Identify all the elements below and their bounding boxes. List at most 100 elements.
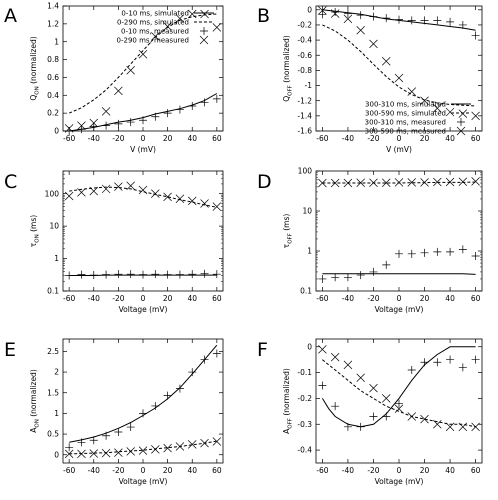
plus-marker — [77, 270, 86, 279]
x-tick-label: -20 — [112, 466, 124, 475]
x-tick-label: 60 — [212, 294, 222, 303]
legend-plus-marker — [200, 27, 208, 35]
cross-marker — [381, 178, 391, 187]
plus-marker — [407, 249, 416, 258]
simulated-solid-line — [321, 346, 476, 428]
plus-marker — [395, 15, 403, 24]
plus-marker — [331, 273, 340, 282]
legend-entry-label: 300-310 ms, simulated — [365, 101, 446, 109]
series-dashed — [69, 440, 217, 455]
plus-marker — [356, 11, 365, 20]
series-cross — [318, 177, 480, 188]
y-tick-label: -0.4 — [297, 36, 312, 45]
y-tick-label: 0.8 — [47, 55, 59, 64]
plus-marker — [407, 16, 416, 25]
y-tick-label: -1.2 — [297, 96, 312, 105]
plus-marker — [446, 17, 455, 26]
y-tick-label: 10 — [302, 207, 312, 216]
x-tick-label: 0 — [397, 466, 402, 475]
cross-marker — [200, 438, 209, 448]
x-tick-label: -40 — [342, 134, 354, 143]
cross-marker — [212, 437, 222, 446]
panel-b: B -60 -40 -20 0 20 40 60 0 -0.2 -0.4 -0.6 -0.8 -1 -1.2… — [257, 5, 483, 154]
y-tick-label: 0.1 — [47, 287, 59, 296]
plus-marker — [433, 358, 442, 367]
cross-marker — [175, 14, 185, 23]
y-axis-label: τON (ms) — [29, 215, 41, 247]
panel-d: D -60 -40 -20 0 20 40 60 0.1 1 10 100 Voltage (mV) τO… — [257, 167, 483, 314]
cross-marker — [114, 182, 123, 191]
x-tick-label: -20 — [112, 134, 124, 143]
cross-marker — [330, 352, 340, 362]
cross-marker — [330, 178, 340, 188]
cross-marker — [318, 345, 327, 354]
cross-marker — [138, 446, 148, 455]
y-tick-label: 0.4 — [47, 91, 59, 100]
cross-marker — [407, 87, 417, 96]
x-tick-label: -20 — [112, 294, 124, 303]
cross-marker — [420, 96, 429, 105]
x-tick-label: 20 — [163, 466, 173, 475]
y-tick-label: -1 — [305, 81, 313, 90]
series-dashed — [322, 359, 476, 428]
x-axis-label: Voltage (mV) — [119, 305, 168, 314]
x-tick-label: 0 — [141, 134, 146, 143]
y-tick-label: 100 — [45, 189, 60, 198]
plus-marker — [420, 358, 429, 367]
x-tick-label: -40 — [342, 466, 354, 475]
cross-marker — [175, 442, 185, 451]
plus-marker — [369, 267, 378, 276]
plus-marker — [212, 94, 221, 103]
x-tick-label: 40 — [187, 134, 197, 143]
cross-marker — [471, 422, 480, 432]
y-tick-label: 10 — [49, 222, 59, 231]
y-tick-label: 1.5 — [47, 388, 59, 397]
panel-letter: B — [257, 5, 270, 27]
plus-marker — [212, 270, 221, 279]
cross-marker — [89, 186, 99, 196]
legend-entry-label: 0-290 ms, simulated — [117, 19, 189, 27]
plus-marker — [343, 422, 352, 431]
simulated-dashed-line — [322, 24, 476, 107]
plus-marker — [356, 422, 365, 431]
panel-letter: A — [4, 5, 17, 27]
plus-marker — [395, 399, 403, 408]
x-tick-label: 0 — [141, 294, 146, 303]
x-tick-label: -40 — [88, 294, 100, 303]
legend-entry-label: 300-310 ms, measured — [365, 119, 446, 127]
plus-marker — [77, 125, 86, 134]
y-tick-label: 1 — [54, 409, 59, 418]
cross-marker — [64, 191, 74, 201]
plus-marker — [126, 423, 135, 432]
cross-marker — [187, 9, 197, 19]
cross-marker — [138, 49, 148, 59]
legend-cross-marker — [456, 126, 466, 136]
y-tick-label: 2 — [54, 368, 59, 377]
series-solid — [69, 344, 218, 443]
cross-marker — [163, 22, 172, 31]
panel-c: C -60 -40 -20 0 20 40 60 0.1 1 10 100 Voltage (mV) τO… — [4, 170, 224, 314]
cross-marker — [101, 184, 111, 194]
series-plus — [318, 8, 480, 40]
y-tick-label: 0.6 — [47, 73, 59, 82]
x-axis-label: Voltage (mV) — [119, 477, 168, 486]
cross-marker — [433, 104, 442, 113]
y-tick-label: 1 — [54, 254, 59, 263]
x-tick-label: -40 — [88, 466, 100, 475]
legend-entry-label: 0-290 ms, measured — [117, 37, 189, 45]
plus-marker — [65, 443, 74, 452]
x-axis-label: Voltage (mV) — [375, 477, 424, 486]
simulated-dashed-line — [69, 440, 217, 455]
x-tick-label: -40 — [342, 294, 354, 303]
series-plus — [318, 245, 480, 283]
series-cross — [318, 6, 480, 121]
y-tick-label: -0.8 — [297, 66, 312, 75]
plus-marker — [395, 249, 403, 258]
panel-letter: C — [4, 171, 17, 193]
cross-marker — [471, 177, 480, 186]
y-tick-label: 0 — [54, 127, 59, 136]
x-tick-label: 20 — [420, 294, 430, 303]
plus-marker — [139, 409, 147, 418]
cross-marker — [318, 6, 327, 15]
